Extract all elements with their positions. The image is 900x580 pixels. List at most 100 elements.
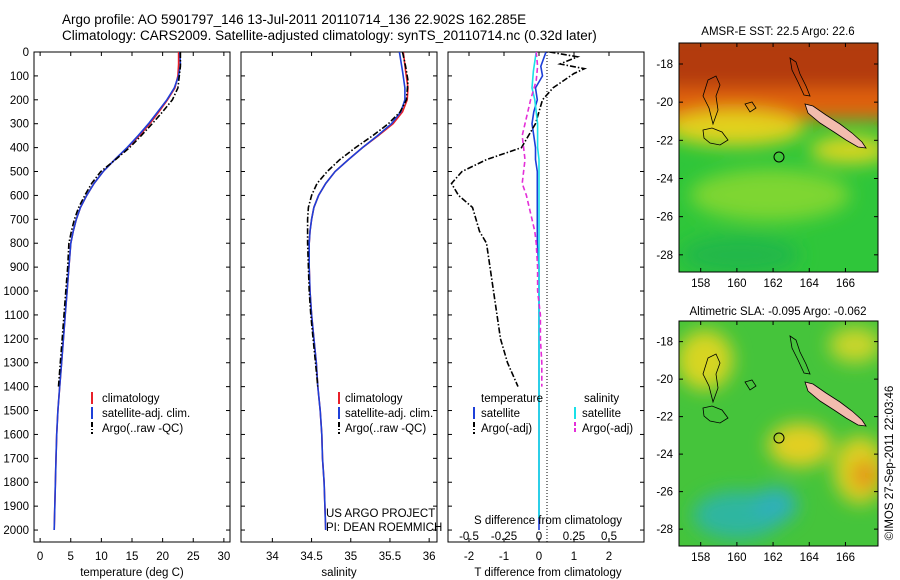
sst-map-ticks: 158 160 162 164 166 -18 -20 -22 -24 -26 -28 <box>656 43 878 290</box>
sla-map-ticks: 158 160 162 164 166 -18 -20 -22 -24 -26 -28 <box>656 321 878 564</box>
x-tick-label: 10 <box>95 551 108 563</box>
x-tick-label: -2 <box>464 551 474 563</box>
salinity-difference-ticks: -0.5 -0.25 0 0.25 0.5 <box>459 531 617 543</box>
salinity-xlabel: salinity <box>321 567 356 579</box>
sst-map-frame <box>678 42 879 273</box>
x-tick-label: 0 <box>37 551 43 563</box>
legend-salinity-title: salinity <box>584 393 619 405</box>
sla-yellow-patch <box>679 330 733 390</box>
x-tick-label: 34.5 <box>300 551 322 563</box>
map-x-tick-label: 162 <box>763 278 782 290</box>
difference-panel-frame <box>447 51 645 543</box>
map-y-tick-label: -26 <box>656 212 673 224</box>
temperature-series <box>53 52 182 531</box>
s-tick-label: 0.5 <box>601 531 617 543</box>
s-tick-label: -0.25 <box>491 531 517 543</box>
map-y-tick-label: -28 <box>656 524 673 536</box>
x-tick-label: 20 <box>156 551 169 563</box>
salinity-series <box>306 52 409 531</box>
depth-tick-label: 1500 <box>3 406 29 418</box>
reef-outline <box>702 75 721 126</box>
reef-outline <box>789 335 811 375</box>
sst-lime-patch <box>690 169 850 221</box>
map-y-tick-label: -24 <box>656 449 673 461</box>
salinity-legend: climatology satellite-adj. clim. Argo(..… <box>338 392 433 435</box>
x-tick-label: 2 <box>606 551 612 563</box>
map-y-tick-label: -20 <box>656 374 673 386</box>
series-line-argo-raw-qc- <box>57 52 182 387</box>
depth-tick-label: 1800 <box>3 477 29 489</box>
sla-map-title: Altimetric SLA: -0.095 Argo: -0.062 <box>689 306 866 318</box>
map-y-tick-label: -28 <box>656 250 673 262</box>
depth-tick-label: 2000 <box>3 525 29 537</box>
map-x-tick-label: 166 <box>836 278 855 290</box>
map-y-tick-label: -26 <box>656 487 673 499</box>
reef-outline <box>702 353 721 404</box>
legend-argo-label: Argo(..raw -QC) <box>102 423 183 435</box>
map-x-tick-label: 160 <box>727 552 746 564</box>
legend-t-satellite-label: satellite <box>481 408 520 420</box>
series-line-argo-raw-qc- <box>306 52 409 387</box>
sst-map <box>679 43 878 272</box>
new-caledonia-island <box>804 381 867 427</box>
depth-tick-label: 700 <box>10 214 29 226</box>
sst-yellow-patch <box>679 110 805 146</box>
sst-map-title: AMSR-E SST: 22.5 Argo: 22.6 <box>701 26 854 38</box>
credit-project: US ARGO PROJECT <box>326 508 435 520</box>
depth-axis: 0 100 200 300 400 500 600 700 800 900 1000 1100 1200… <box>3 47 644 537</box>
temperature-xlabel: temperature (deg C) <box>80 567 184 579</box>
depth-tick-label: 800 <box>10 238 29 250</box>
series-line-satellite <box>531 52 540 519</box>
map-y-tick-label: -18 <box>656 59 673 71</box>
x-tick-label: 1 <box>571 551 577 563</box>
map-y-tick-label: -22 <box>656 135 673 147</box>
series-line-climatology <box>308 52 409 531</box>
legend-climatology-label: climatology <box>102 393 160 405</box>
reef-outline <box>789 57 811 97</box>
series-line-satellite-adj-clim- <box>53 52 182 531</box>
temperature-legend: climatology satellite-adj. clim. Argo(..… <box>91 392 190 435</box>
depth-tick-label: 1000 <box>3 286 29 298</box>
depth-tick-label: 1300 <box>3 358 29 370</box>
sla-cyan-patch <box>753 487 797 523</box>
reef-outline <box>702 405 729 424</box>
series-line-satellite-adj-clim- <box>308 52 406 531</box>
imos-stamp: ©IMOS 27-Sep-2011 22:03:46 <box>884 386 896 541</box>
depth-tick-label: 400 <box>10 143 29 155</box>
x-tick-label: 0 <box>536 551 542 563</box>
temperature-x-ticks: 0 5 10 15 20 25 30 <box>37 52 230 563</box>
series-line-argo-adj- <box>521 52 543 387</box>
difference-legend: temperature salinity satellite Argo(-adj… <box>473 393 633 435</box>
temperature-panel-frame <box>33 51 231 543</box>
s-tick-label: -0.5 <box>459 531 479 543</box>
salinity-x-ticks: 34 34.5 35 35.5 36 <box>266 52 436 563</box>
reef-outline <box>744 101 757 113</box>
depth-tick-label: 1400 <box>3 382 29 394</box>
map-y-tick-label: -22 <box>656 412 673 424</box>
map-y-tick-label: -20 <box>656 97 673 109</box>
reef-outline <box>744 379 757 391</box>
map-y-tick-label: -18 <box>656 337 673 349</box>
credit-pi: PI: DEAN ROEMMICH <box>326 522 442 534</box>
x-tick-label: 25 <box>187 551 200 563</box>
sla-orange-patch <box>853 461 877 489</box>
depth-tick-label: 1600 <box>3 429 29 441</box>
legend-satellite-label: satellite-adj. clim. <box>102 408 190 420</box>
x-tick-label: 35 <box>344 551 357 563</box>
depth-tick-label: 300 <box>10 119 29 131</box>
argo-profile-marker <box>773 151 785 163</box>
depth-tick-label: 0 <box>23 47 29 59</box>
depth-tick-label: 1100 <box>4 310 29 322</box>
map-x-tick-label: 164 <box>800 552 820 564</box>
salinity-panel-frame <box>240 51 438 543</box>
legend-t-argo-label: Argo(-adj) <box>481 423 532 435</box>
x-tick-label: 15 <box>126 551 139 563</box>
legend-climatology-label: climatology <box>345 393 403 405</box>
legend-satellite-label: satellite-adj. clim. <box>345 408 433 420</box>
s-tick-label: 0 <box>536 531 542 543</box>
depth-tick-label: 900 <box>10 262 29 274</box>
x-tick-label: 34 <box>266 551 279 563</box>
legend-temperature-title: temperature <box>481 393 543 405</box>
depth-tick-label: 1900 <box>3 501 29 513</box>
sst-green-patch <box>680 235 800 272</box>
